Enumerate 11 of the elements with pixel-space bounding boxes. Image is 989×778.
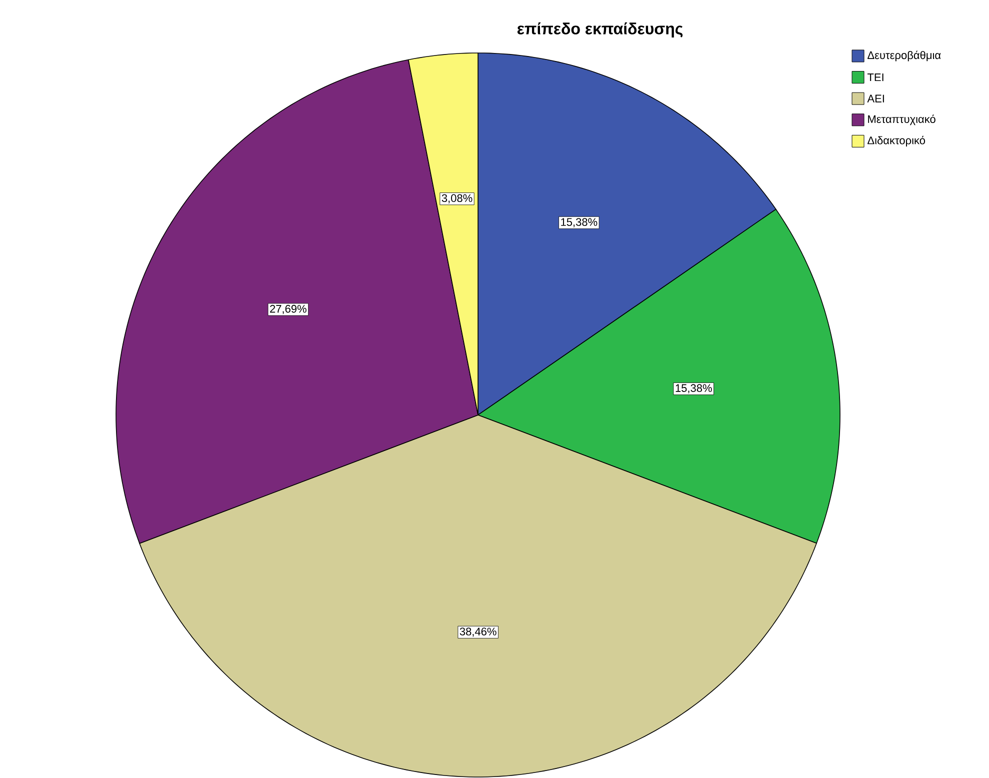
legend-label: Διδακτορικό [868,136,926,146]
data-label: 38,46% [460,628,496,637]
legend-label: Δευτεροβάθμια [868,50,941,62]
data-label: 3,08% [442,194,472,204]
data-label: 27,69% [270,304,306,314]
legend-label: ΑΕΙ [867,94,884,102]
data-label: 15,38% [561,218,598,228]
chart-title: επίπεδο εκπαίδευσης [517,22,683,38]
legend-label: ΤΕΙ [867,74,884,82]
data-label: 15,38% [676,384,712,394]
legend-label: Μεταπτυχιακό [868,114,936,126]
